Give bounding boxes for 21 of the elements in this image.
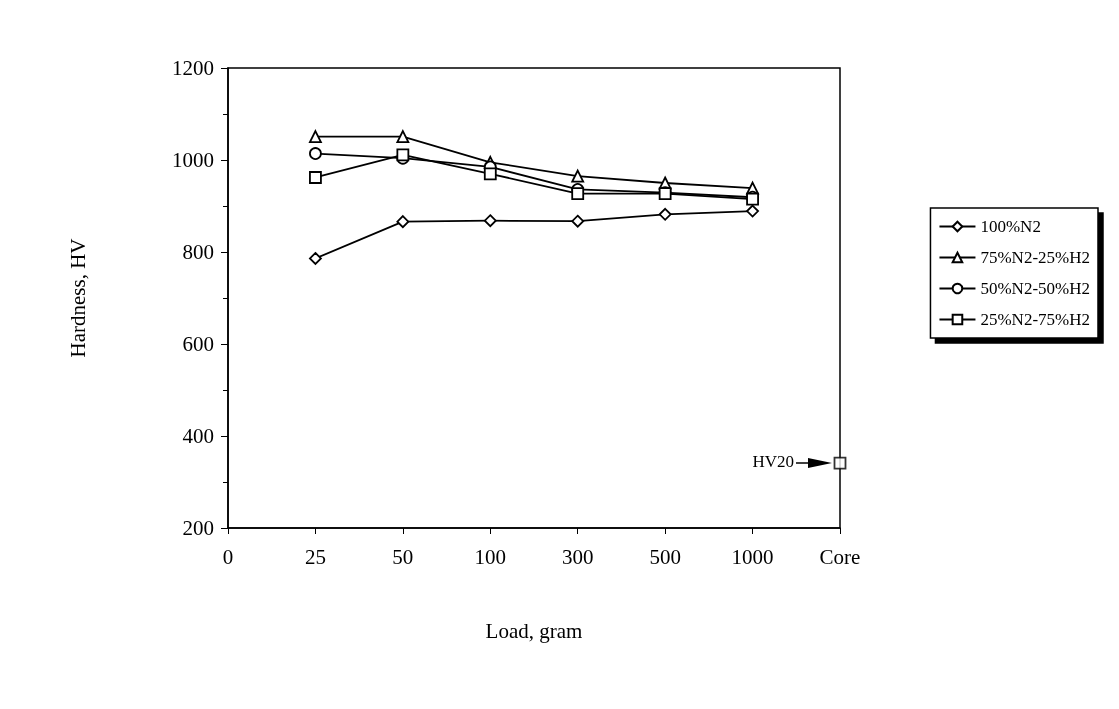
x-tick-label: 500 [649,544,681,569]
legend-label: 100%N2 [980,217,1041,236]
legend-label: 75%N2-25%H2 [980,248,1091,267]
y-tick-label: 800 [182,240,214,264]
x-tick-label: 0 [222,544,234,569]
x-tick-label: 100 [474,544,507,569]
x-tick-label: 300 [561,544,594,569]
y-axis-title: Hardness, HV [65,238,90,358]
x-tick-label: 1000 [731,544,774,569]
x-axis-title: Load, gram [485,618,583,643]
y-tick-label: 400 [182,424,214,448]
y-tick-label: 200 [182,516,214,540]
y-tick-label: 1200 [172,56,214,80]
x-tick-label: Core [819,544,861,569]
legend-label: 25%N2-75%H2 [980,310,1091,329]
x-tick-label: 25 [304,544,326,569]
legend-label: 50%N2-50%H2 [980,279,1091,298]
y-tick-label: 1000 [172,148,214,172]
x-tick-label: 50 [392,544,414,569]
y-tick-label: 600 [182,332,214,356]
annotation: HV20 [752,452,794,473]
